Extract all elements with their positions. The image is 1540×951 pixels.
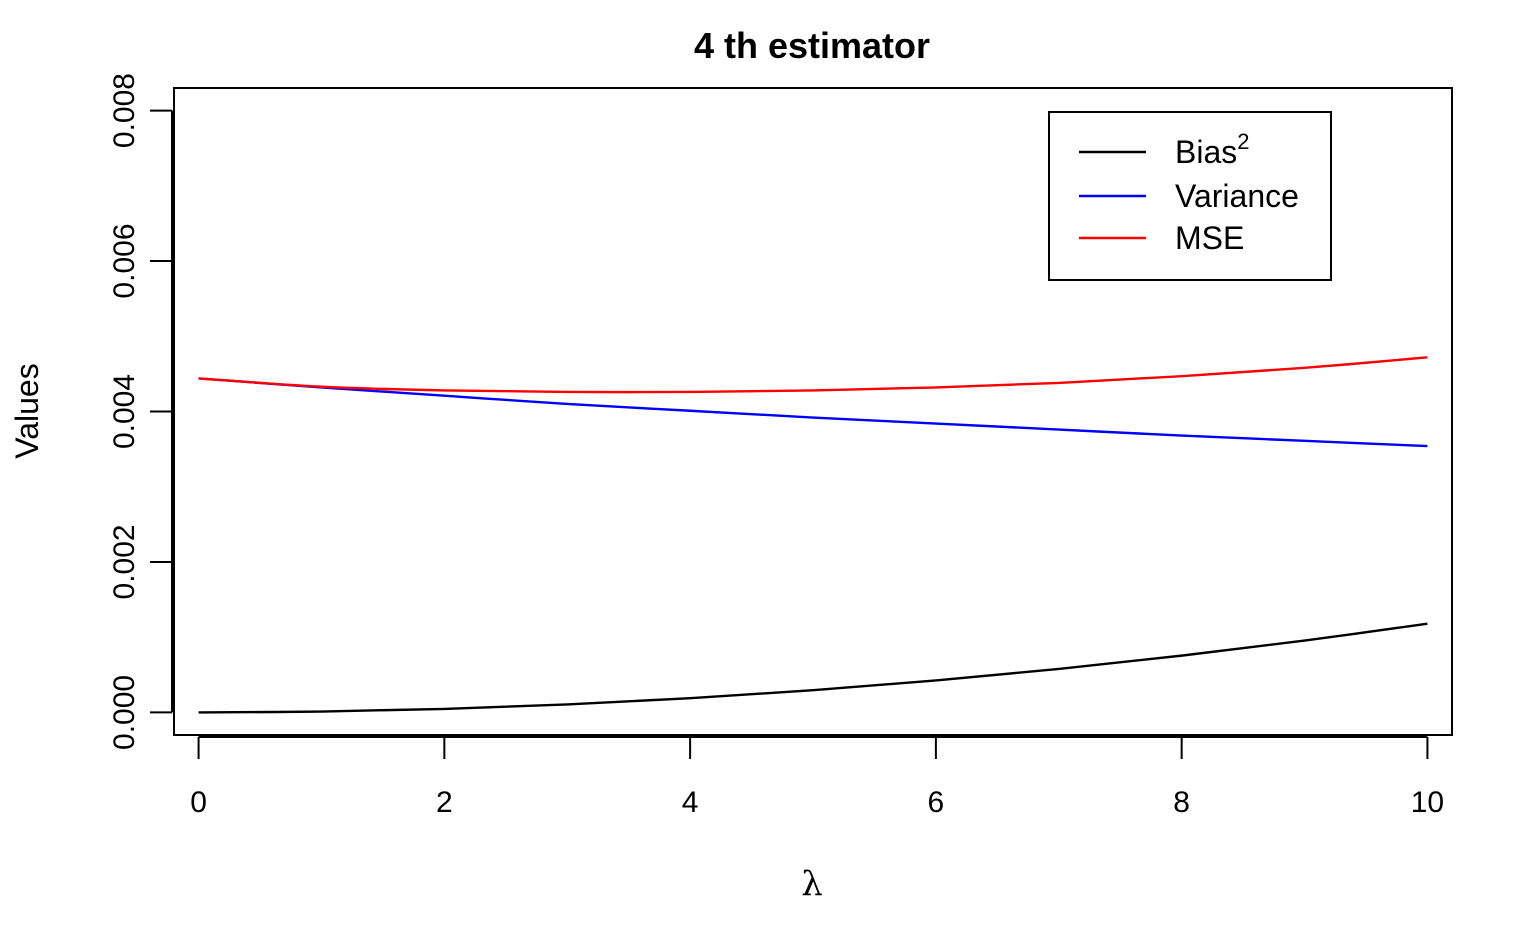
x-tick-label: 4 [682,786,699,819]
legend-label-variance: Variance [1175,178,1299,214]
legend-label-text: Variance [1175,178,1299,214]
series-line-variance [198,377,1428,448]
x-tick-label: 8 [1173,786,1190,819]
legend-label-text: Bias [1175,134,1237,170]
legend: Bias2 Variance MSE [1048,111,1332,281]
series-line-bias [198,622,1428,714]
legend-label-mse: MSE [1175,220,1244,256]
x-axis-label: λ [801,864,823,904]
y-tick-label: 0.008 [108,73,141,148]
y-tick-label: 0.000 [108,675,141,750]
legend-label-superscript: 2 [1237,129,1249,154]
series-layer [198,356,1428,714]
y-tick-label: 0.004 [108,374,141,449]
x-tick-label: 6 [928,786,945,819]
y-axis-label: Values [9,363,45,458]
y-axis: 0.000 0.002 0.004 0.006 0.008 [108,73,173,750]
series-line-mse [198,356,1428,394]
x-tick-label: 2 [436,786,453,819]
y-tick-label: 0.002 [108,524,141,599]
legend-label-bias: Bias2 [1175,129,1250,170]
x-axis: 0 2 4 6 8 10 [190,736,1444,819]
x-tick-label: 10 [1411,786,1444,819]
chart-title: 4 th estimator [694,25,930,66]
x-tick-label: 0 [190,786,207,819]
y-tick-label: 0.006 [108,223,141,298]
legend-label-text: MSE [1175,220,1244,256]
plot-frame [173,87,1453,736]
